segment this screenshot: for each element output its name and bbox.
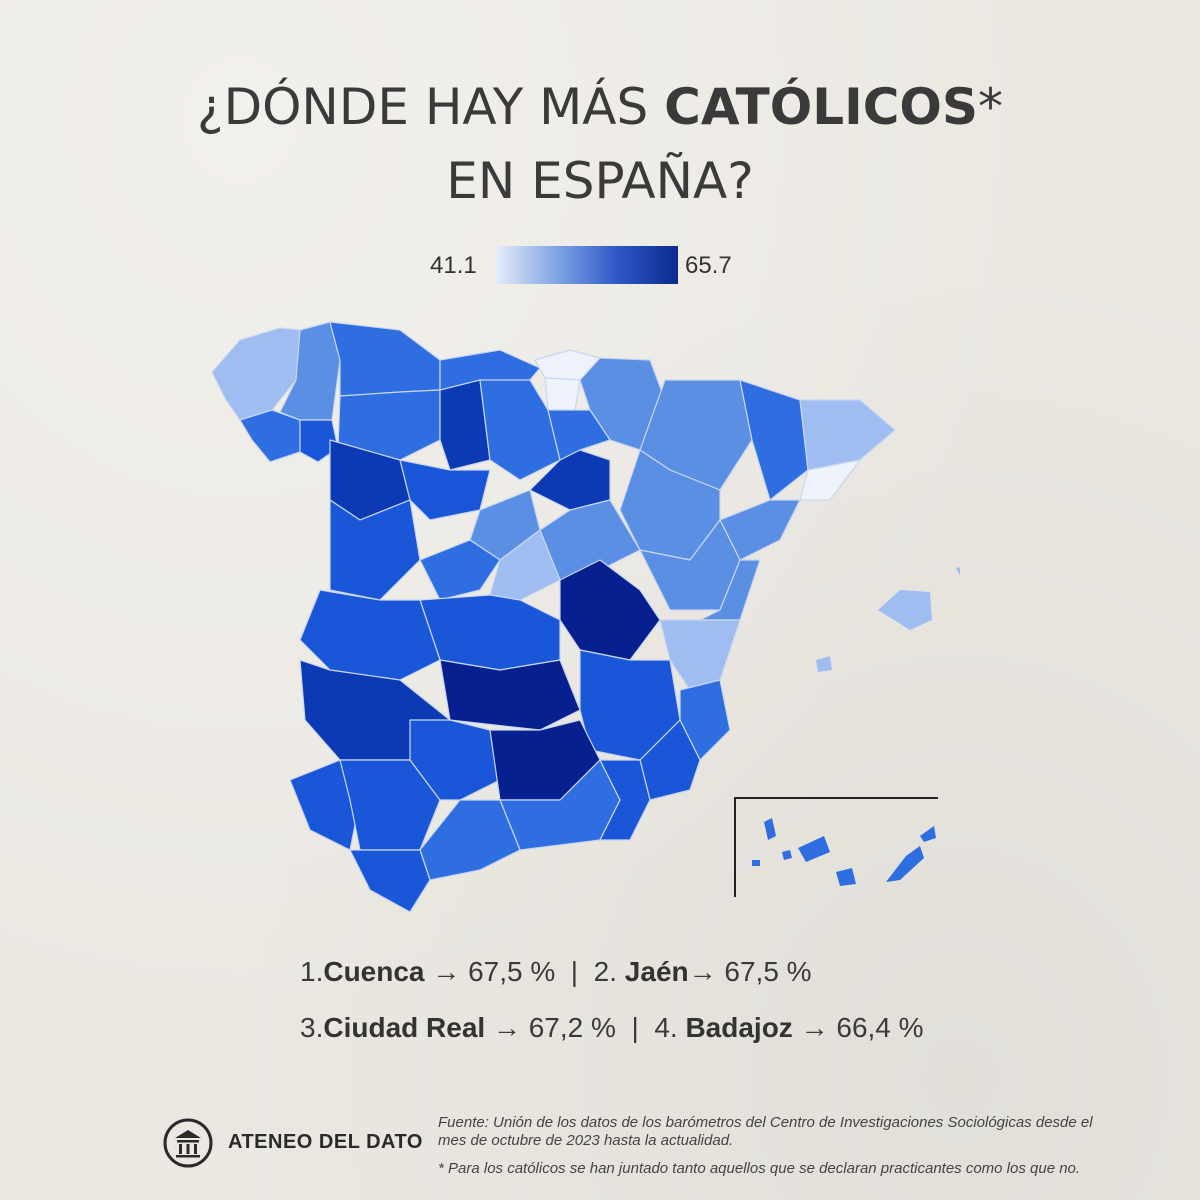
- rank-3-value: 67,2 %: [528, 1012, 616, 1043]
- arrow-icon: →: [432, 956, 461, 987]
- island-la-palma: [764, 818, 776, 840]
- island-mallorca: [878, 590, 932, 630]
- ateneo-logo-icon: [163, 1118, 213, 1168]
- rank-1-pos: 1.: [300, 956, 324, 987]
- island-el-hierro: [752, 860, 760, 866]
- province-almeria: [599, 759, 651, 841]
- spain-map: [211, 321, 960, 913]
- island-la-gomera: [782, 850, 792, 860]
- province-girona: [799, 399, 896, 471]
- ranking-row-2: 3.Ciudad Real → 67,2 % | 4. Badajoz → 66…: [300, 1012, 924, 1044]
- rank-3-pos: 3.: [300, 1012, 324, 1043]
- color-legend: 41.1 65.7: [0, 246, 1200, 286]
- province-navarra: [579, 357, 666, 451]
- title-prefix: ¿DÓNDE HAY MÁS: [197, 78, 665, 136]
- brand-name: ATENEO DEL DATO: [228, 1131, 423, 1153]
- island-ibiza: [816, 656, 832, 672]
- title-highlight: CATÓLICOS: [664, 78, 978, 136]
- province-ourense: [299, 419, 339, 463]
- footnote: * Para los católicos se han juntado tant…: [438, 1160, 1081, 1177]
- province-toledo: [419, 594, 561, 671]
- province-madrid: [489, 529, 561, 601]
- island-lanzarote: [920, 826, 936, 842]
- province-salamanca: [329, 499, 421, 601]
- province-avila: [419, 539, 501, 601]
- source-note: Fuente: Unión de los datos de los baróme…: [438, 1114, 1093, 1149]
- island-fuerteventura: [886, 846, 924, 882]
- province-lleida: [739, 379, 809, 501]
- province-valladolid: [399, 459, 491, 521]
- rank-2-name: Jaén: [624, 956, 689, 987]
- island-tenerife: [798, 836, 830, 862]
- rank-2-value: 67,5 %: [724, 956, 812, 987]
- province-castellon: [699, 559, 761, 621]
- province-cordoba: [409, 719, 501, 801]
- province-cadiz: [349, 849, 431, 913]
- arrow-icon: →: [688, 956, 717, 987]
- arrow-icon: →: [492, 1012, 521, 1043]
- rank-4-value: 66,4 %: [836, 1012, 924, 1043]
- page-title: ¿DÓNDE HAY MÁS CATÓLICOS* EN ESPAÑA?: [0, 70, 1200, 218]
- title-asterisk: *: [977, 78, 1003, 136]
- rank-2-pos: 2.: [593, 956, 618, 987]
- separator: |: [563, 956, 586, 987]
- rank-4-pos: 4.: [654, 1012, 678, 1043]
- ranking-row-1: 1.Cuenca → 67,5 % | 2. Jaén→ 67,5 %: [300, 956, 812, 988]
- province-cuenca: [559, 559, 661, 661]
- province-alicante: [679, 679, 731, 761]
- province-pontevedra: [239, 409, 301, 463]
- legend-max: 65.7: [685, 252, 732, 279]
- rank-1-value: 67,5 %: [468, 956, 556, 987]
- rank-3-name: Ciudad Real: [323, 1012, 486, 1043]
- province-barcelona: [799, 459, 861, 501]
- island-menorca: [956, 567, 960, 576]
- rank-4-name: Badajoz: [685, 1012, 793, 1043]
- rank-1-name: Cuenca: [323, 956, 425, 987]
- province-asturias: [329, 321, 441, 397]
- province-ciudad-real: [439, 659, 581, 731]
- province-tarragona: [719, 499, 801, 561]
- separator: |: [623, 1012, 647, 1043]
- province-palencia: [439, 379, 491, 471]
- legend-min: 41.1: [430, 252, 477, 279]
- island-gran-canaria: [836, 868, 856, 886]
- title-line-2: EN ESPAÑA?: [446, 152, 754, 210]
- legend-gradient: [496, 246, 678, 284]
- arrow-icon: →: [800, 1012, 829, 1043]
- canary-islands-inset-frame: [734, 797, 938, 897]
- province-caceres: [299, 589, 441, 681]
- province-alava: [544, 377, 581, 411]
